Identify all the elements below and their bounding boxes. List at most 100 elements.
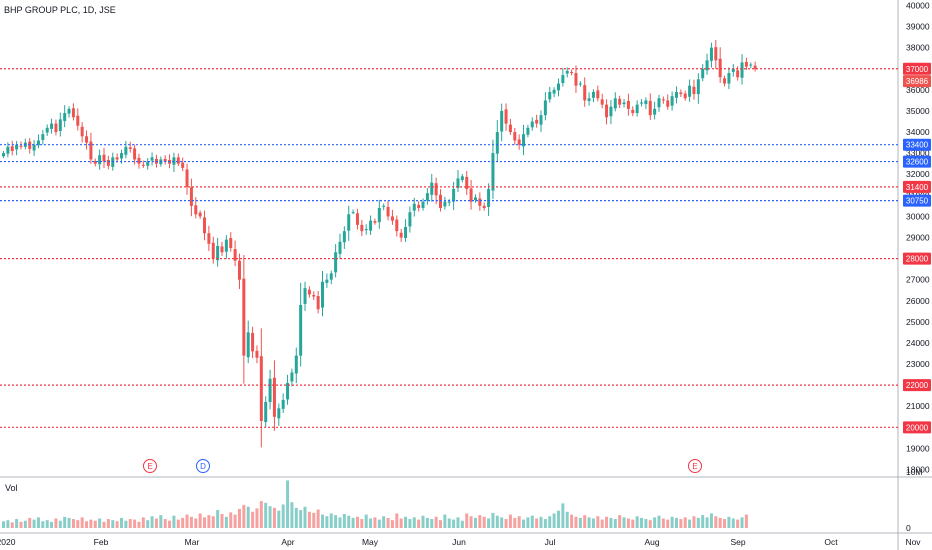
volume-bar: [259, 501, 263, 528]
candle-body: [626, 100, 630, 109]
candle-body: [731, 68, 735, 72]
candle-body: [587, 98, 591, 101]
volume-bar: [487, 518, 491, 528]
volume-bar: [425, 517, 429, 528]
price-tick-label: 32000: [906, 169, 930, 179]
volume-bar: [386, 517, 390, 528]
candle-body: [434, 183, 438, 196]
volume-bar: [718, 517, 722, 528]
candle-body: [176, 157, 180, 164]
candle-body: [233, 249, 237, 261]
volume-bar: [522, 519, 526, 528]
volume-bar: [85, 521, 89, 528]
candle-body: [229, 238, 233, 249]
volume-bar: [692, 516, 696, 528]
volume-tick-label: 0: [906, 523, 911, 533]
candle-body: [89, 141, 93, 160]
candle-body: [259, 356, 263, 421]
dividend-event-icon[interactable]: D: [196, 459, 210, 473]
volume-bar: [736, 519, 740, 528]
volume-bar: [591, 518, 595, 528]
candle-body: [583, 85, 587, 101]
volume-bar: [264, 502, 268, 528]
candle-body: [299, 304, 303, 356]
volume-bar: [286, 480, 290, 528]
volume-bar: [63, 516, 67, 528]
volume-bar: [98, 518, 102, 528]
volume-bar: [133, 519, 137, 528]
candle-body: [338, 241, 342, 254]
price-tick-label: 21000: [906, 401, 930, 411]
volume-bar: [482, 516, 486, 528]
earnings-event-icon[interactable]: E: [688, 459, 702, 473]
volume-bar: [452, 519, 456, 528]
price-level-tag: [903, 155, 931, 168]
volume-bar: [181, 517, 185, 528]
volume-bar: [93, 520, 97, 528]
candle-body: [85, 136, 89, 143]
volume-bar: [460, 520, 464, 528]
candle-body: [478, 198, 482, 206]
candle-body: [6, 146, 10, 154]
volume-bar: [312, 512, 316, 528]
candle-body: [596, 90, 600, 99]
volume-bar: [605, 516, 609, 528]
candle-body: [163, 158, 167, 162]
volume-bar: [119, 517, 123, 528]
candle-body: [325, 279, 329, 283]
candle-body: [425, 193, 429, 201]
price-level-tag: [903, 62, 931, 75]
volume-bar: [41, 521, 45, 528]
volume-bar: [321, 514, 325, 528]
price-level-label: 37000: [906, 65, 929, 74]
volume-bar: [246, 506, 250, 528]
candle-body: [469, 188, 473, 202]
price-level-label: 20000: [906, 423, 929, 432]
time-tick-label: Aug: [644, 537, 659, 547]
candle-body: [648, 100, 652, 116]
volume-bar: [185, 514, 189, 528]
candle-body: [640, 102, 644, 104]
price-tick-label: 24000: [906, 338, 930, 348]
volume-bar: [495, 515, 499, 528]
volume-label: Vol: [5, 483, 18, 493]
candle-body: [220, 246, 224, 253]
candle-body: [618, 98, 622, 105]
volume-bar: [220, 514, 224, 528]
volume-bar: [701, 515, 705, 528]
time-tick-label: Mar: [185, 537, 200, 547]
candle-body: [334, 252, 338, 273]
candle-body: [181, 162, 185, 168]
volume-bar: [369, 518, 373, 528]
candle-body: [355, 213, 359, 225]
volume-bar: [570, 514, 574, 528]
candle-body: [342, 231, 346, 243]
candle-body: [207, 233, 211, 244]
earnings-event-icon[interactable]: E: [143, 459, 157, 473]
candle-body: [203, 217, 207, 234]
volume-bar: [207, 515, 211, 528]
time-tick-label: Jun: [452, 537, 466, 547]
volume-bar: [128, 519, 132, 528]
volume-bar: [32, 519, 36, 528]
volume-bar: [447, 518, 451, 528]
candle-body: [465, 176, 469, 189]
candle-body: [54, 123, 58, 133]
candle-body: [395, 219, 399, 232]
candle-body: [552, 89, 556, 94]
volume-bar: [574, 516, 578, 528]
volume-bar: [399, 518, 403, 528]
candle-body: [150, 157, 154, 161]
candle-body: [141, 164, 145, 166]
candle-body: [15, 144, 19, 150]
time-tick-label: 2020: [0, 537, 16, 547]
volume-bar: [229, 512, 233, 528]
candle-body: [321, 281, 325, 308]
candle-body: [133, 148, 137, 160]
candle-body: [2, 153, 5, 157]
volume-bar: [666, 519, 670, 528]
volume-bar: [10, 522, 14, 528]
price-level-tag: [903, 180, 931, 193]
volume-bar: [596, 516, 600, 528]
